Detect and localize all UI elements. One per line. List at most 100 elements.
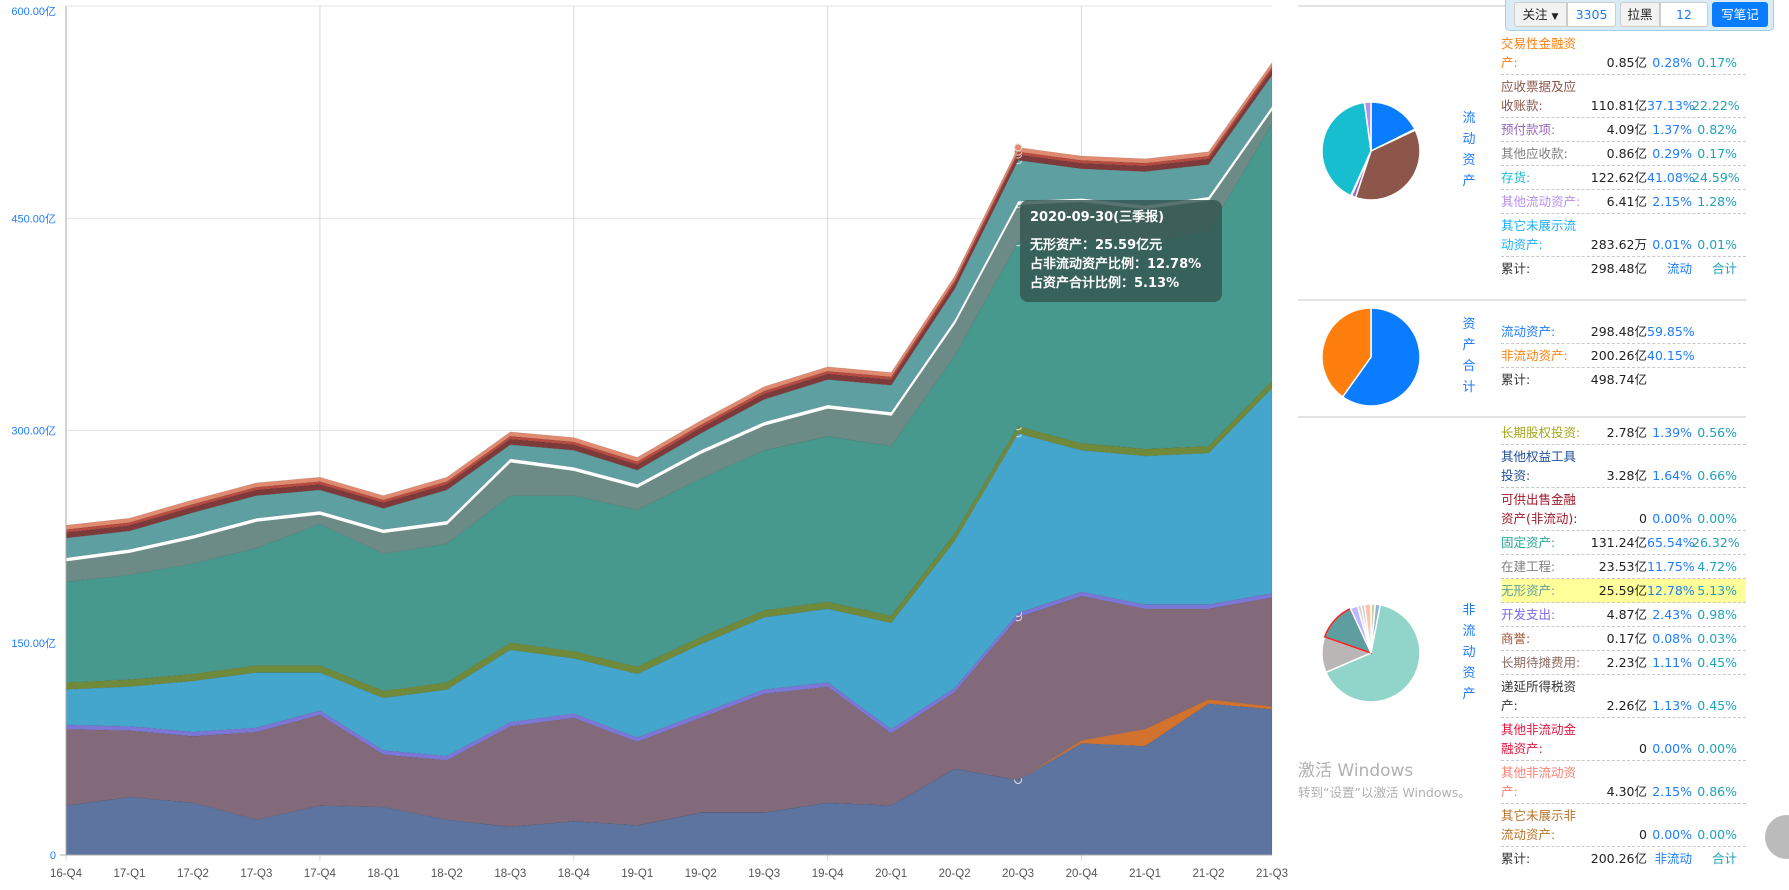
x-tick-label: 19-Q4 xyxy=(812,868,845,880)
row-value: 131.24亿 xyxy=(1590,535,1647,550)
follow-button[interactable]: 关注 ▼ xyxy=(1514,2,1567,27)
section-title-total: 资产合计 xyxy=(1462,317,1476,395)
row-label: 在建工程: xyxy=(1501,559,1556,574)
row-p1: 1.64% xyxy=(1652,468,1692,483)
table-row: 无形资产: 25.59亿 12.78% 5.13% xyxy=(1501,579,1746,603)
row-label: 其他非流动资产: xyxy=(1501,765,1577,799)
table-row: 开发支出: 4.87亿 2.43% 0.98% xyxy=(1501,603,1746,627)
data-point-marker xyxy=(1014,143,1023,152)
row-label: 非流动资产: xyxy=(1501,348,1568,363)
row-p1: 0.00% xyxy=(1652,741,1692,756)
caret-down-icon: ▼ xyxy=(1551,12,1559,22)
row-label: 商誉: xyxy=(1501,631,1531,646)
table-row: 在建工程: 23.53亿 11.75% 4.72% xyxy=(1501,555,1746,579)
row-label: 其它未展示非流动资产: xyxy=(1501,808,1577,842)
write-note-button[interactable]: 写笔记 xyxy=(1712,2,1768,27)
table-row: 其它未展示流动资产: 283.62万 0.01% 0.01% xyxy=(1501,214,1746,257)
row-p2: 0.00% xyxy=(1697,741,1737,756)
pie-slice xyxy=(1363,603,1372,654)
row-value: 110.81亿 xyxy=(1590,98,1647,113)
row-p2: 26.32% xyxy=(1692,535,1740,550)
table-row: 应收票据及应收账款: 110.81亿 37.13% 22.22% xyxy=(1501,75,1746,118)
section-title-noncurrent: 非流动资产 xyxy=(1462,603,1476,702)
table-row: 累计: 200.26亿 非流动 合计 xyxy=(1501,847,1746,870)
row-label: 长期待摊费用: xyxy=(1501,655,1581,670)
area-series-10 xyxy=(65,68,1273,539)
x-tick-label: 19-Q2 xyxy=(685,868,717,880)
section-divider xyxy=(1298,416,1746,418)
row-p1: 1.39% xyxy=(1652,425,1692,440)
block-button[interactable]: 拉黑 xyxy=(1620,2,1660,27)
row-value: 0.17亿 xyxy=(1606,631,1647,646)
row-p2: 22.22% xyxy=(1692,98,1740,113)
row-value: 283.62万 xyxy=(1590,237,1647,252)
pie-slice xyxy=(1370,101,1416,153)
row-p2: 0.98% xyxy=(1697,607,1737,622)
row-label: 累计: xyxy=(1501,261,1531,276)
table-row: 其他非流动金融资产: 0 0.00% 0.00% xyxy=(1501,718,1746,761)
area-series-5 xyxy=(65,380,1273,699)
pie-slice xyxy=(1321,101,1372,197)
y-tick-label: 0 xyxy=(50,850,56,862)
row-p2[interactable]: 合计 xyxy=(1711,851,1737,866)
row-p1: 2.15% xyxy=(1652,784,1692,799)
pie-current-assets xyxy=(1321,101,1421,201)
row-value: 2.23亿 xyxy=(1606,655,1647,670)
row-value: 498.74亿 xyxy=(1590,372,1647,387)
x-tick-label: 21-Q1 xyxy=(1129,868,1161,880)
row-label: 长期股权投资: xyxy=(1501,425,1581,440)
row-p1: 11.75% xyxy=(1647,559,1695,574)
windows-activation-watermark: 激活 Windows 转到“设置”以激活 Windows。 xyxy=(1298,760,1494,804)
row-p1[interactable]: 非流动 xyxy=(1654,851,1692,866)
row-value: 2.78亿 xyxy=(1606,425,1647,440)
row-p1: 0.00% xyxy=(1652,511,1692,526)
table-row: 长期待摊费用: 2.23亿 1.11% 0.45% xyxy=(1501,651,1746,675)
tooltip-line: 无形资产：25.59亿元 xyxy=(1030,238,1163,253)
x-tick-label: 16-Q4 xyxy=(50,868,83,880)
noncurrent-assets-table: 长期股权投资: 2.78亿 1.39% 0.56% 其他权益工具投资: 3.28亿 1.64… xyxy=(1501,421,1746,870)
row-p1: 65.54% xyxy=(1647,535,1695,550)
row-value: 4.09亿 xyxy=(1606,122,1647,137)
row-value: 23.53亿 xyxy=(1598,559,1647,574)
table-row: 存货: 122.62亿 41.08% 24.59% xyxy=(1501,166,1746,190)
row-p1[interactable]: 流动 xyxy=(1666,261,1692,276)
row-p1: 0.00% xyxy=(1652,827,1692,842)
row-value: 4.87亿 xyxy=(1606,607,1647,622)
row-value: 0.85亿 xyxy=(1606,55,1647,70)
section-title-current: 流动资产 xyxy=(1462,111,1476,189)
row-p1: 12.78% xyxy=(1647,583,1695,598)
table-row: 累计: 498.74亿 xyxy=(1501,368,1746,391)
row-value: 25.59亿 xyxy=(1598,583,1647,598)
action-toolbar: 关注 ▼ 3305 拉黑 12 写笔记 xyxy=(1505,0,1774,31)
row-p2[interactable]: 合计 xyxy=(1711,261,1737,276)
row-p2: 0.82% xyxy=(1697,122,1737,137)
pie-slice xyxy=(1363,101,1372,152)
watermark-line1: 激活 Windows xyxy=(1298,761,1414,781)
row-p1: 59.85% xyxy=(1647,324,1695,339)
x-tick-label: 21-Q3 xyxy=(1256,868,1288,880)
area-series-4 xyxy=(65,387,1273,757)
row-label: 交易性金融资产: xyxy=(1501,36,1577,70)
row-p1: 37.13% xyxy=(1647,98,1695,113)
row-p2: 1.28% xyxy=(1697,194,1737,209)
x-tick-label: 20-Q4 xyxy=(1066,868,1099,880)
x-tick-label: 21-Q2 xyxy=(1193,868,1225,880)
x-tick-label: 17-Q2 xyxy=(177,868,209,880)
pie-slice xyxy=(1324,604,1421,703)
row-value: 298.48亿 xyxy=(1590,261,1647,276)
pie-slice xyxy=(1321,307,1372,398)
tooltip-title: 2020-09-30(三季报) xyxy=(1030,210,1165,225)
row-p1: 1.37% xyxy=(1652,122,1692,137)
x-tick-label: 20-Q2 xyxy=(939,868,971,880)
row-p1: 0.29% xyxy=(1652,146,1692,161)
x-tick-label: 20-Q3 xyxy=(1002,868,1034,880)
row-p2: 0.17% xyxy=(1697,55,1737,70)
floating-button[interactable] xyxy=(1765,815,1789,859)
row-p1: 40.15% xyxy=(1647,348,1695,363)
row-p2: 0.56% xyxy=(1697,425,1737,440)
row-label: 存货: xyxy=(1501,170,1531,185)
chart-tooltip: 2020-09-30(三季报) 无形资产：25.59亿元 占非流动资产比例：12… xyxy=(1020,200,1222,302)
table-row: 商誉: 0.17亿 0.08% 0.03% xyxy=(1501,627,1746,651)
row-p2: 0.01% xyxy=(1697,237,1737,252)
row-label: 其它未展示流动资产: xyxy=(1501,218,1577,252)
